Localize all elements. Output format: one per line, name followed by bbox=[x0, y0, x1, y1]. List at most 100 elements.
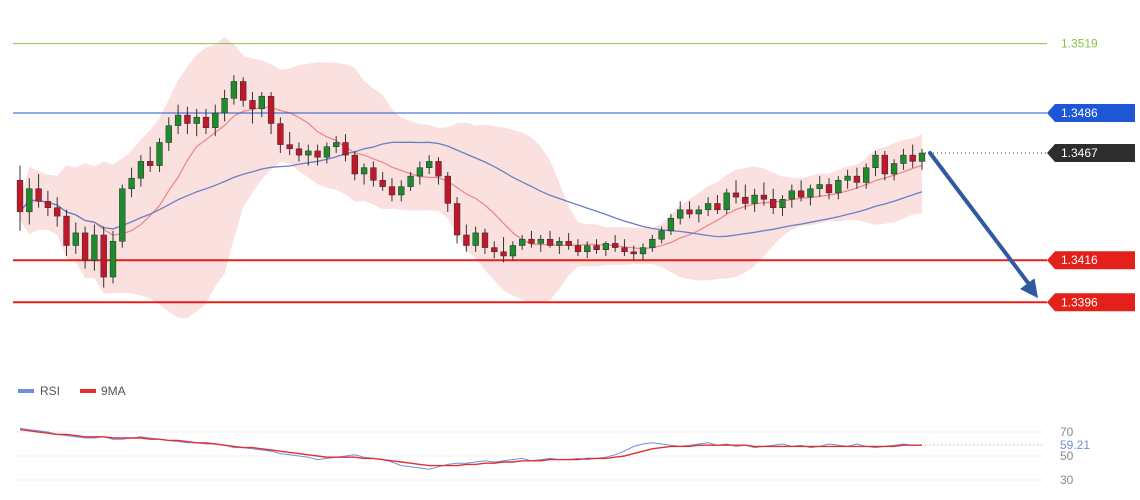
rsi-tick-70: 70 bbox=[1060, 425, 1074, 439]
candle-body bbox=[844, 175, 851, 181]
candle-body bbox=[258, 95, 265, 110]
candle-body bbox=[872, 154, 879, 168]
9ma-line bbox=[19, 428, 922, 467]
candle-body bbox=[16, 180, 24, 213]
rsi-legend-label: RSI bbox=[40, 384, 60, 398]
price-chart: 1.3519 1.3486 1.3467 1.3416 1.3396 bbox=[13, 37, 1135, 319]
rsi-tick-labels: 70 50 30 59.21 bbox=[1060, 425, 1090, 487]
candle-body bbox=[137, 161, 145, 179]
rsi-current-value: 59.21 bbox=[1060, 438, 1090, 452]
level-label-1.3396: 1.3396 bbox=[1061, 295, 1098, 309]
candle-body bbox=[481, 232, 489, 248]
candle-body bbox=[649, 238, 656, 248]
candle-body bbox=[91, 234, 98, 261]
candle-body bbox=[602, 243, 610, 250]
candle-body bbox=[453, 203, 461, 236]
candle-body bbox=[658, 230, 665, 240]
candle-body bbox=[565, 241, 572, 246]
price-levels bbox=[13, 43, 1047, 304]
candle-body bbox=[35, 188, 42, 202]
candle-body bbox=[463, 234, 470, 246]
candle-body bbox=[537, 238, 544, 244]
candle-body bbox=[221, 98, 228, 114]
candle-body bbox=[835, 180, 842, 194]
candle-body bbox=[853, 175, 861, 183]
candle-body bbox=[546, 238, 554, 246]
bollinger-band-area bbox=[20, 37, 922, 319]
candle-body bbox=[416, 167, 424, 177]
level-badge-1.3416 bbox=[1047, 251, 1135, 270]
candle-body bbox=[742, 196, 749, 204]
candle-body bbox=[128, 177, 135, 189]
candle-body bbox=[147, 161, 154, 166]
candle-body bbox=[714, 203, 721, 211]
rsi-tick-30: 30 bbox=[1060, 473, 1074, 487]
candle-body bbox=[165, 125, 172, 143]
candle-body bbox=[370, 167, 377, 181]
candle-body bbox=[909, 154, 916, 162]
candle-body bbox=[407, 175, 414, 187]
candle-body bbox=[156, 142, 163, 166]
price-labels: 1.3519 1.3486 1.3467 1.3416 1.3396 bbox=[1047, 37, 1135, 312]
candle-body bbox=[556, 241, 563, 246]
candle-body bbox=[723, 192, 730, 210]
candle-body bbox=[695, 209, 702, 215]
arrow-shaft bbox=[928, 150, 1034, 291]
candle-body bbox=[639, 247, 647, 255]
candle-body bbox=[677, 209, 684, 219]
candle-body bbox=[500, 251, 507, 257]
candle-body bbox=[193, 116, 200, 124]
candle-body bbox=[249, 100, 256, 110]
rsi-gridlines bbox=[13, 431, 1045, 481]
arrow-head bbox=[1020, 278, 1038, 299]
candle-body bbox=[900, 154, 907, 164]
candle-body bbox=[509, 245, 517, 257]
rsi-line bbox=[19, 427, 923, 470]
rsi-tick-50: 50 bbox=[1060, 449, 1074, 463]
candle-body bbox=[202, 116, 210, 128]
candle-body bbox=[491, 247, 498, 253]
candle-body bbox=[426, 161, 433, 168]
candle-body bbox=[890, 163, 898, 175]
current-price-label: 1.3467 bbox=[1061, 146, 1098, 160]
candle-body bbox=[732, 192, 740, 198]
candle-body bbox=[230, 81, 238, 99]
rsi-legend: RSI 9MA bbox=[18, 384, 126, 398]
candle-body bbox=[72, 232, 79, 246]
candle-body bbox=[109, 241, 117, 278]
level-label-1.3519: 1.3519 bbox=[1061, 37, 1098, 51]
candle-body bbox=[807, 188, 814, 198]
ma-legend-swatch bbox=[80, 389, 96, 393]
candle-body bbox=[333, 142, 340, 147]
candle-body bbox=[621, 247, 628, 253]
candle-body bbox=[528, 238, 535, 244]
candle-body bbox=[323, 146, 331, 158]
candle-body bbox=[388, 186, 396, 196]
candle-body bbox=[863, 167, 870, 183]
candle-body bbox=[825, 184, 833, 194]
candle-body bbox=[212, 112, 219, 128]
level-badge-1.3486 bbox=[1047, 104, 1135, 123]
candle-body bbox=[593, 245, 600, 250]
candles bbox=[16, 75, 926, 288]
candle-body bbox=[519, 238, 526, 246]
candle-body bbox=[286, 144, 293, 150]
candle-body bbox=[174, 114, 182, 126]
candle-body bbox=[81, 232, 89, 261]
candle-body bbox=[398, 186, 405, 196]
candle-body bbox=[630, 251, 637, 255]
candle-body bbox=[295, 148, 303, 156]
candle-body bbox=[444, 175, 451, 204]
candle-body bbox=[26, 188, 33, 213]
candle-body bbox=[472, 232, 479, 246]
candle-body bbox=[54, 207, 61, 217]
rsi-lines bbox=[19, 427, 923, 470]
candle-body bbox=[584, 245, 591, 253]
candle-body bbox=[305, 150, 312, 156]
candle-body bbox=[63, 215, 70, 246]
candle-body bbox=[351, 154, 358, 175]
rsi-chart: RSI 9MA 70 50 30 59.21 bbox=[13, 384, 1090, 487]
candle-body bbox=[704, 203, 712, 211]
candle-body bbox=[184, 114, 191, 124]
